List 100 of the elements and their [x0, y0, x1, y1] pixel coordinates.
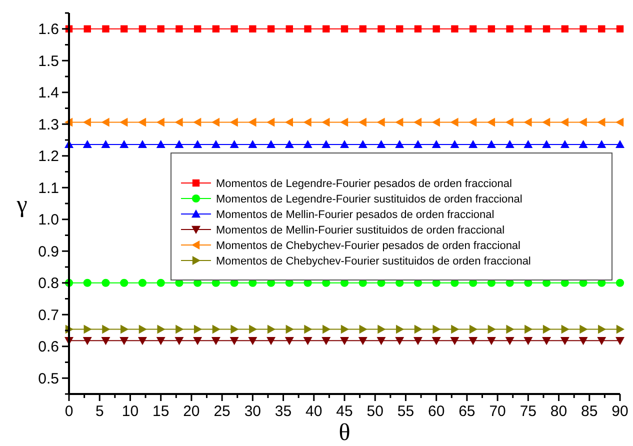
- point: [84, 324, 92, 334]
- point: [432, 324, 441, 334]
- point: [174, 140, 184, 148]
- point: [266, 337, 276, 346]
- point: [304, 25, 312, 32]
- point: [359, 25, 366, 32]
- point: [450, 118, 458, 127]
- point: [194, 324, 202, 334]
- point: [120, 25, 128, 32]
- point: [488, 324, 496, 334]
- point: [176, 25, 183, 32]
- legend-label: Momentos de Chebychev-Fourier pesados de orden fraccional: [216, 240, 520, 252]
- x-tick-label: 90: [612, 403, 628, 420]
- point: [524, 337, 533, 346]
- x-tick-label: 80: [550, 403, 568, 420]
- point: [451, 324, 460, 334]
- point: [542, 25, 550, 32]
- point: [230, 118, 238, 127]
- point: [303, 337, 312, 346]
- point: [413, 140, 422, 148]
- point: [578, 118, 587, 127]
- point: [580, 324, 588, 334]
- point: [138, 278, 147, 287]
- point: [486, 140, 496, 148]
- point: [212, 25, 220, 32]
- point: [486, 118, 496, 127]
- point: [284, 140, 294, 148]
- point: [138, 118, 146, 127]
- y-tick-label: 0.5: [38, 370, 59, 388]
- point: [597, 118, 606, 127]
- point: [267, 324, 276, 334]
- point: [340, 25, 348, 32]
- point: [120, 140, 129, 148]
- point: [120, 337, 129, 346]
- point: [248, 140, 258, 148]
- point: [432, 337, 441, 346]
- x-tick-label: 35: [274, 403, 292, 420]
- point: [505, 337, 514, 346]
- point: [303, 140, 312, 148]
- point: [376, 118, 385, 127]
- point: [176, 324, 184, 334]
- point: [358, 140, 368, 148]
- point: [120, 324, 129, 334]
- x-tick-label: 40: [306, 403, 322, 420]
- point: [505, 140, 514, 148]
- point: [578, 140, 588, 148]
- point: [249, 324, 258, 334]
- point: [322, 324, 331, 334]
- point: [524, 140, 533, 148]
- point: [359, 324, 368, 334]
- point: [156, 337, 166, 346]
- x-tick-label: 10: [122, 403, 139, 420]
- point: [506, 324, 514, 334]
- point: [230, 337, 239, 346]
- point: [395, 140, 404, 148]
- point: [340, 118, 348, 127]
- point: [468, 118, 477, 127]
- legend-label: Momentos de Legendre-Fourier pesados de orden fraccional: [216, 178, 512, 190]
- x-tick-label: 30: [244, 403, 262, 420]
- point: [211, 118, 220, 127]
- x-tick-label: 45: [336, 403, 353, 420]
- point: [101, 140, 110, 148]
- legend-label: Momentos de Chebychev-Fourier sustituidos de orden fraccional: [216, 255, 531, 268]
- point: [524, 25, 532, 32]
- point: [82, 337, 92, 346]
- point: [174, 337, 184, 346]
- point: [378, 25, 385, 32]
- point: [468, 337, 478, 346]
- point: [211, 140, 220, 148]
- point: [266, 140, 276, 148]
- point: [194, 25, 202, 32]
- point: [120, 278, 128, 287]
- y-tick-label: 1.5: [38, 52, 59, 70]
- point: [358, 337, 368, 346]
- point: [395, 118, 404, 127]
- x-tick-label: 70: [489, 403, 506, 420]
- point: [286, 25, 293, 32]
- point: [616, 25, 624, 32]
- y-tick-label: 1.6: [38, 21, 59, 38]
- point: [102, 278, 110, 287]
- point: [82, 140, 92, 148]
- point: [542, 118, 550, 127]
- point: [248, 118, 256, 127]
- y-tick-label: 1.2: [38, 148, 59, 166]
- point: [266, 118, 275, 127]
- point: [304, 324, 312, 334]
- point: [174, 118, 183, 127]
- x-tick-label: 0: [64, 403, 74, 420]
- point: [396, 25, 404, 32]
- point: [524, 118, 532, 127]
- point: [505, 118, 514, 127]
- y-tick-label: 1.0: [38, 212, 59, 229]
- point: [340, 140, 349, 148]
- point: [542, 140, 552, 148]
- point: [156, 140, 166, 148]
- point: [395, 337, 404, 346]
- point: [432, 140, 441, 148]
- point: [138, 140, 147, 148]
- point: [138, 337, 147, 346]
- point: [414, 25, 422, 32]
